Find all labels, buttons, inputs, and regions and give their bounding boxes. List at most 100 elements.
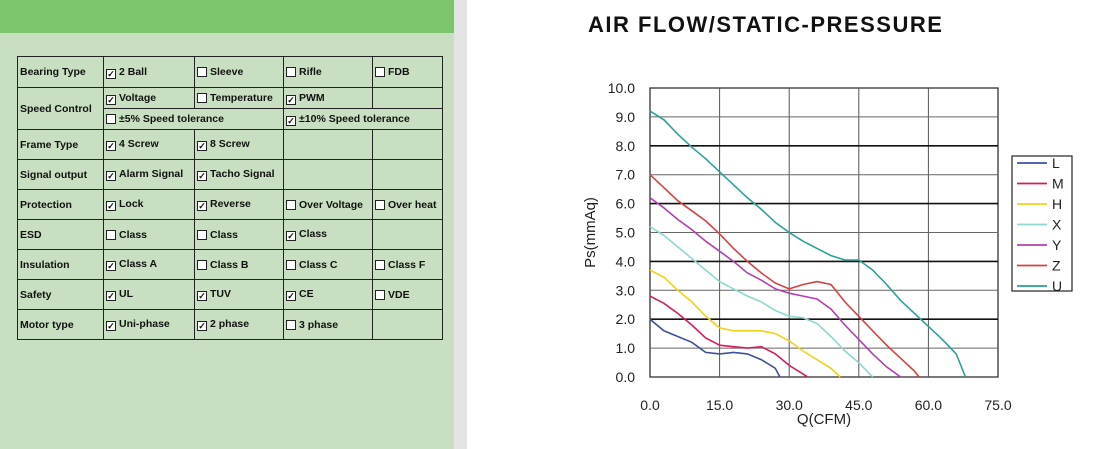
checkbox-unchecked[interactable] <box>106 229 116 240</box>
option-label: Class <box>119 228 148 241</box>
option-cell[interactable]: ✓ PWM <box>283 87 373 109</box>
option-label: Over heat <box>388 198 437 211</box>
checkbox-unchecked[interactable] <box>106 114 116 124</box>
option-cell[interactable]: ✓ 4 Screw <box>103 129 195 160</box>
option-cell[interactable]: ✓ ±10% Speed tolerance <box>283 108 443 130</box>
checkbox-unchecked[interactable] <box>197 259 207 270</box>
checkbox-unchecked[interactable] <box>375 289 385 300</box>
series-line-y <box>649 197 902 378</box>
checkbox-unchecked[interactable] <box>286 259 296 270</box>
checkbox-unchecked[interactable] <box>197 67 207 77</box>
checkbox-unchecked[interactable] <box>197 229 207 240</box>
option-label: Voltage <box>119 91 157 104</box>
spec-table: Bearing Type ✓ 2 Ball Sleeve Rifle FDB Sp… <box>17 56 443 340</box>
y-tick-label: 3.0 <box>616 282 636 298</box>
checkbox-unchecked[interactable] <box>286 199 296 210</box>
checkbox-checked[interactable]: ✓ <box>106 261 116 271</box>
option-label: Sleeve <box>210 66 244 78</box>
y-axis-label: Ps(mmAq) <box>582 197 599 268</box>
y-tick-label: 7.0 <box>616 167 636 183</box>
option-cell[interactable]: ✓ Tacho Signal <box>194 159 284 190</box>
checkbox-checked[interactable]: ✓ <box>197 291 207 301</box>
checkbox-checked[interactable]: ✓ <box>197 141 207 151</box>
option-cell[interactable]: ✓ Alarm Signal <box>103 159 195 190</box>
option-cell[interactable]: Over Voltage <box>283 189 373 220</box>
y-tick-label: 8.0 <box>616 138 636 154</box>
x-tick-label: 75.0 <box>984 397 1011 413</box>
option-label: Over Voltage <box>299 198 363 211</box>
option-label: Lock <box>119 198 144 210</box>
checkbox-checked[interactable]: ✓ <box>106 321 116 331</box>
option-label: Class A <box>119 258 158 270</box>
empty-cell <box>283 129 373 160</box>
table-row: Motor type ✓ Uni-phase ✓ 2 phase 3 phase <box>17 309 443 340</box>
series-line-h <box>649 269 841 378</box>
y-tick-label: 6.0 <box>616 196 636 212</box>
option-label: Class <box>299 228 328 240</box>
checkbox-checked[interactable]: ✓ <box>286 94 296 105</box>
row-label: Motor type <box>17 309 104 340</box>
option-cell[interactable]: Sleeve <box>194 56 284 88</box>
option-cell[interactable]: 3 phase <box>283 309 373 340</box>
checkbox-unchecked[interactable] <box>286 319 296 330</box>
legend-label: U <box>1052 278 1062 294</box>
checkbox-checked[interactable]: ✓ <box>106 201 116 211</box>
checkbox-checked[interactable]: ✓ <box>197 321 207 331</box>
series-line-x <box>649 226 874 378</box>
checkbox-checked[interactable]: ✓ <box>286 115 296 126</box>
option-cell[interactable]: ✓ Uni-phase <box>103 309 195 340</box>
checkbox-unchecked[interactable] <box>375 259 385 270</box>
checkbox-checked[interactable]: ✓ <box>106 94 116 105</box>
checkbox-checked[interactable]: ✓ <box>197 201 207 211</box>
option-label: ±10% Speed tolerance <box>299 112 410 125</box>
y-tick-label: 2.0 <box>616 311 636 327</box>
checkbox-checked[interactable]: ✓ <box>106 141 116 151</box>
checkbox-unchecked[interactable] <box>375 199 385 210</box>
option-label: FDB <box>388 66 410 78</box>
checkbox-checked[interactable]: ✓ <box>106 171 116 181</box>
option-label: 8 Screw <box>210 138 250 150</box>
series-line-l <box>649 318 781 378</box>
checkbox-unchecked[interactable] <box>197 93 207 103</box>
checkbox-checked[interactable]: ✓ <box>106 68 116 79</box>
spec-panel: Bearing Type ✓ 2 Ball Sleeve Rifle FDB Sp… <box>0 0 454 449</box>
checkbox-checked[interactable]: ✓ <box>286 291 296 301</box>
y-tick-label: 0.0 <box>616 369 636 385</box>
option-label: 2 Ball <box>119 65 148 78</box>
option-label: Uni-phase <box>119 318 170 330</box>
checkbox-checked[interactable]: ✓ <box>286 231 296 241</box>
option-label: 2 phase <box>210 318 250 330</box>
chart-title: AIR FLOW/STATIC-PRESSURE <box>588 12 944 37</box>
checkbox-unchecked[interactable] <box>286 67 296 77</box>
checkbox-checked[interactable]: ✓ <box>197 171 207 181</box>
x-tick-label: 0.0 <box>640 397 660 413</box>
option-label: ±5% Speed tolerance <box>119 113 224 125</box>
checkbox-checked[interactable]: ✓ <box>106 291 116 301</box>
option-label: Reverse <box>210 198 251 210</box>
legend-box <box>1011 155 1073 292</box>
x-tick-label: 60.0 <box>915 397 942 413</box>
option-label: Temperature <box>210 92 273 104</box>
row-label: Frame Type <box>17 129 104 160</box>
legend-label: L <box>1052 155 1060 171</box>
option-cell[interactable]: Temperature <box>194 87 284 109</box>
option-label: Class <box>210 228 239 241</box>
option-cell[interactable]: ✓ Voltage <box>103 87 195 109</box>
x-tick-label: 15.0 <box>706 397 733 413</box>
option-cell[interactable]: Over heat <box>372 189 443 220</box>
legend-label: H <box>1052 196 1062 212</box>
option-cell[interactable]: ✓ 2 phase <box>194 309 284 340</box>
option-cell[interactable]: Class F <box>372 249 443 280</box>
option-cell[interactable]: Class C <box>283 249 373 280</box>
option-cell[interactable]: ✓ 8 Screw <box>194 129 284 160</box>
option-cell[interactable]: Class B <box>194 249 284 280</box>
option-cell[interactable]: FDB <box>372 56 443 88</box>
table-row: Frame Type ✓ 4 Screw ✓ 8 Screw <box>17 129 443 160</box>
option-cell[interactable]: VDE <box>372 279 443 310</box>
x-tick-label: 45.0 <box>845 397 872 413</box>
table-row: Bearing Type ✓ 2 Ball Sleeve Rifle FDB <box>17 56 443 88</box>
option-cell[interactable]: Rifle <box>283 56 373 88</box>
legend-label: X <box>1052 217 1062 233</box>
checkbox-unchecked[interactable] <box>375 67 385 77</box>
row-label: Signal output <box>17 159 104 190</box>
